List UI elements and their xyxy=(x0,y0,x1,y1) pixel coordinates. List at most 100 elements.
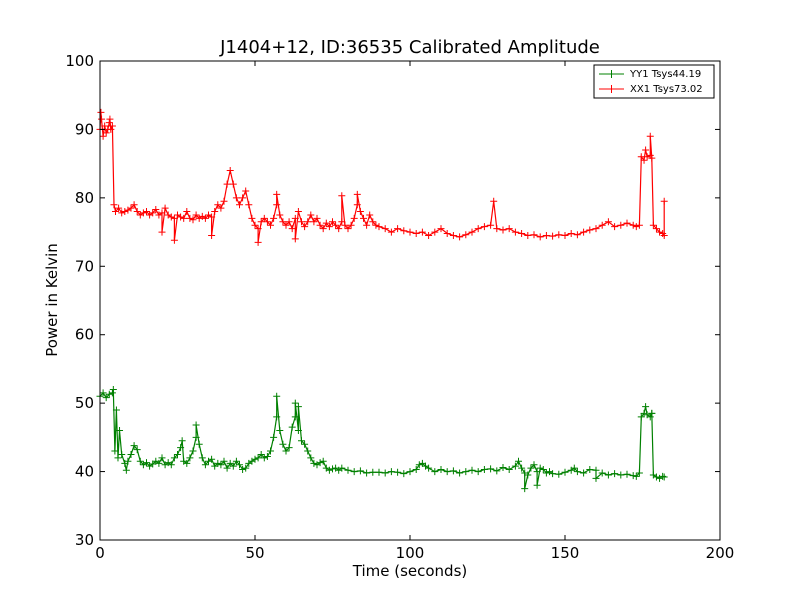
data-point xyxy=(462,468,470,476)
data-point xyxy=(106,115,114,123)
data-point xyxy=(279,440,287,448)
data-point xyxy=(220,457,228,465)
x-tick-label: 50 xyxy=(245,544,264,562)
data-point xyxy=(659,472,667,480)
data-point xyxy=(363,469,371,477)
data-point xyxy=(573,468,581,476)
data-point xyxy=(118,209,126,217)
data-point xyxy=(260,214,268,222)
data-point xyxy=(116,427,124,435)
data-point xyxy=(648,154,656,162)
data-point xyxy=(425,231,433,239)
x-axis-label: Time (seconds) xyxy=(352,562,468,580)
data-point xyxy=(189,447,197,455)
series-line xyxy=(99,389,665,489)
data-point xyxy=(239,466,247,474)
data-point xyxy=(110,201,118,209)
data-point xyxy=(617,221,625,229)
data-point xyxy=(656,228,664,236)
data-point xyxy=(580,469,588,477)
data-point xyxy=(652,473,660,481)
data-point xyxy=(660,231,668,239)
y-axis: 30 40 50 60 70 80 90 100 xyxy=(65,52,720,549)
data-point xyxy=(108,122,116,130)
x-tick-label: 100 xyxy=(396,544,425,562)
data-point xyxy=(586,466,594,474)
data-point xyxy=(105,390,113,398)
data-point xyxy=(415,461,423,469)
data-point xyxy=(338,218,346,226)
data-point xyxy=(356,208,364,216)
data-point xyxy=(270,433,278,441)
data-point xyxy=(177,444,185,452)
y-tick-label: 60 xyxy=(75,326,94,344)
data-point xyxy=(431,468,439,476)
data-point xyxy=(307,454,315,462)
data-point xyxy=(353,190,361,198)
y-tick-label: 70 xyxy=(75,257,94,275)
data-point xyxy=(353,201,361,209)
data-point xyxy=(598,469,606,477)
x-axis: 0 50 100 150 200 xyxy=(95,61,734,562)
data-point xyxy=(307,211,315,219)
data-point xyxy=(632,223,640,231)
data-point xyxy=(640,409,648,417)
data-point xyxy=(257,450,265,458)
series-yy1 xyxy=(96,385,668,493)
data-point xyxy=(344,466,352,474)
data-point xyxy=(646,413,654,421)
data-point xyxy=(102,394,110,402)
data-point xyxy=(623,219,631,227)
data-point xyxy=(592,474,600,482)
data-point xyxy=(229,180,237,188)
y-tick-label: 100 xyxy=(65,52,94,70)
data-point xyxy=(580,228,588,236)
data-point xyxy=(102,129,110,137)
data-point xyxy=(242,187,250,195)
data-point xyxy=(109,385,117,393)
data-point xyxy=(456,233,464,241)
legend-label-yy1: YY1 Tsys44.19 xyxy=(629,69,701,80)
data-point xyxy=(487,465,495,473)
data-point xyxy=(267,447,274,455)
data-point xyxy=(366,211,374,219)
data-point xyxy=(298,437,305,445)
data-point xyxy=(183,208,191,216)
data-point xyxy=(617,471,625,479)
data-point xyxy=(304,447,312,455)
data-point xyxy=(530,461,538,469)
data-point xyxy=(254,225,262,233)
data-point xyxy=(211,208,219,216)
data-point xyxy=(130,442,138,450)
y-tick-label: 50 xyxy=(75,394,94,412)
data-point xyxy=(208,455,216,463)
data-point xyxy=(121,208,129,216)
chart-title: J1404+12, ID:36535 Calibrated Amplitude xyxy=(219,37,600,58)
data-point xyxy=(291,235,299,243)
data-point xyxy=(456,469,464,477)
data-point xyxy=(192,433,200,441)
data-point xyxy=(254,238,262,246)
data-point xyxy=(490,197,498,205)
data-point xyxy=(536,464,544,472)
data-point xyxy=(375,468,383,476)
data-point xyxy=(518,464,526,472)
data-point xyxy=(567,229,575,237)
data-point xyxy=(437,466,445,474)
data-point xyxy=(291,413,299,421)
data-point xyxy=(635,469,643,477)
data-point xyxy=(660,473,668,481)
data-point xyxy=(223,180,231,188)
data-point xyxy=(245,201,253,209)
data-point xyxy=(437,225,445,233)
data-point xyxy=(260,454,268,462)
data-point xyxy=(98,115,106,123)
data-point xyxy=(251,221,259,229)
data-point xyxy=(623,470,631,478)
data-point xyxy=(232,457,240,465)
data-point xyxy=(322,219,330,227)
data-point xyxy=(201,461,209,469)
legend-box xyxy=(593,64,715,99)
data-point xyxy=(642,403,650,411)
data-point xyxy=(449,467,457,475)
